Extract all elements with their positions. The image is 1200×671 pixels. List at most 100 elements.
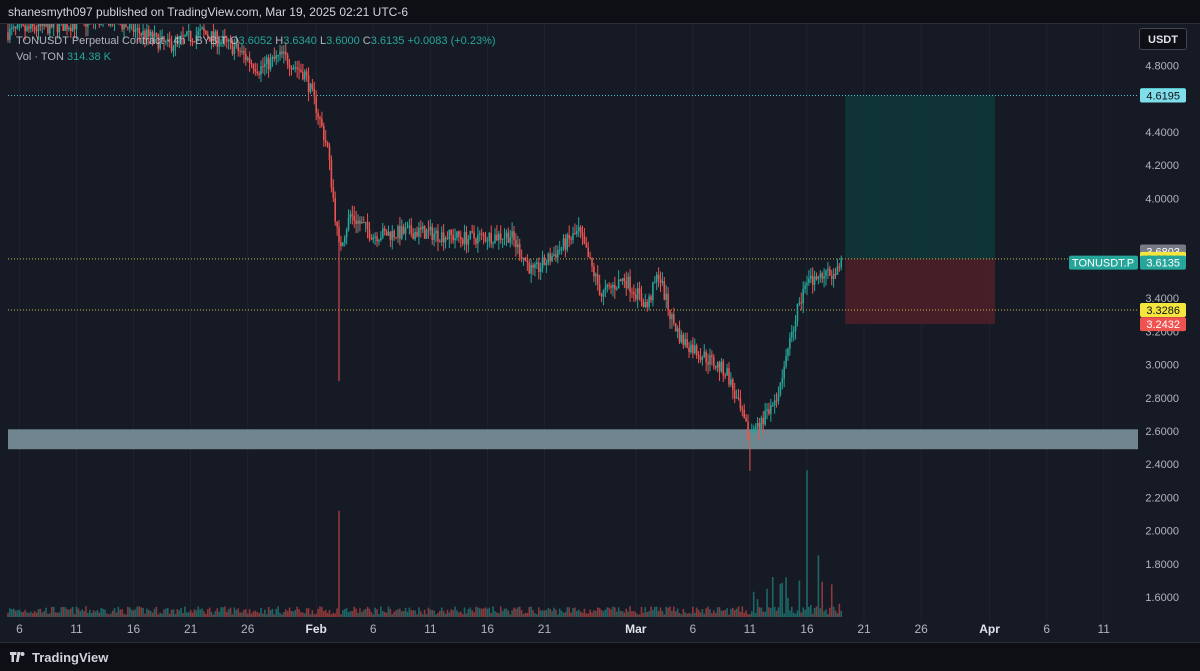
volume-bar [260, 608, 262, 618]
volume-bar [770, 607, 772, 618]
candle-body [349, 214, 352, 218]
candle-body [328, 146, 331, 161]
volume-bar [465, 613, 468, 618]
candle-body [781, 378, 784, 383]
candle-body [477, 234, 479, 244]
volume-bar [125, 614, 127, 618]
currency-button[interactable]: USDT [1139, 28, 1187, 50]
volume-bar [482, 608, 485, 618]
volume-bar [492, 606, 494, 618]
candle-body [186, 31, 188, 36]
candle-body [440, 232, 443, 243]
volume-bar [830, 584, 833, 618]
candle-body [547, 253, 550, 264]
volume-bar [625, 608, 628, 618]
volume-bar [593, 610, 595, 618]
candle-body [709, 355, 711, 365]
volume-bar [760, 607, 763, 618]
candle-body [334, 197, 337, 222]
candle-body [722, 361, 725, 376]
volume-bar [387, 606, 390, 618]
candle-body [408, 225, 411, 228]
x-tick-label: Mar [625, 622, 647, 636]
volume-bar [372, 614, 375, 618]
candle-body [332, 187, 335, 198]
candle-body [252, 63, 255, 70]
volume-bar [52, 606, 55, 618]
candle-body [703, 351, 706, 358]
candle-body [817, 276, 820, 280]
candle-body [71, 24, 74, 31]
volume-bar [414, 610, 416, 618]
volume-bar [825, 609, 827, 618]
volume-bar [243, 609, 245, 618]
support-zone[interactable] [8, 429, 1138, 450]
volume-bar [735, 608, 738, 618]
volume-bar [144, 613, 146, 618]
volume-bar [834, 610, 837, 618]
volume-bar [258, 612, 260, 618]
volume-bar [16, 610, 19, 618]
candle-body [336, 221, 338, 227]
volume-bar [106, 613, 108, 618]
candle-body [421, 226, 424, 230]
x-tick-label: 21 [857, 622, 871, 636]
volume-bar [109, 613, 112, 618]
volume-bar [292, 611, 295, 618]
volume-bar [166, 608, 169, 618]
candle-body [712, 356, 715, 367]
volume-bar [781, 582, 784, 618]
tradingview-logo-icon [10, 652, 25, 662]
volume-bar [621, 610, 624, 618]
candle-body [165, 40, 167, 42]
candle-body [37, 24, 40, 32]
candle-body [41, 24, 44, 27]
candle-body [711, 355, 713, 357]
candle-body [657, 274, 660, 280]
volume-bar [619, 610, 622, 618]
candle-body [614, 285, 616, 290]
candle-body [121, 24, 123, 30]
volume-bar [361, 612, 363, 618]
candle-body [707, 362, 709, 365]
volume-bar [83, 611, 85, 618]
volume-bar [669, 606, 671, 618]
candle-body [454, 238, 456, 241]
volume-bar [123, 613, 125, 618]
candle-body [399, 226, 401, 239]
candle-body [212, 31, 215, 40]
stop-zone[interactable] [845, 258, 996, 325]
volume-bar [262, 613, 264, 618]
volume-bar [273, 614, 276, 618]
volume-bar [423, 609, 426, 618]
volume-bar [819, 608, 822, 618]
volume-bar [100, 608, 103, 618]
volume-bar [178, 610, 181, 618]
candle-body [58, 24, 61, 33]
candle-body [465, 232, 468, 245]
candle-body [205, 31, 207, 35]
candle-body [56, 24, 59, 33]
chart-area[interactable]: 5.00004.80004.40004.20004.00003.40003.20… [0, 24, 1200, 642]
candle-body [127, 27, 129, 29]
volume-bar [391, 614, 394, 618]
target-zone[interactable] [845, 95, 996, 259]
candle-body [7, 32, 9, 40]
candle-body [267, 57, 270, 70]
volume-bar [108, 614, 110, 618]
candle-body [682, 334, 685, 345]
volume-bar [50, 606, 53, 618]
volume-bar [404, 607, 407, 618]
volume-bar [731, 607, 734, 618]
candle-body [73, 24, 76, 30]
price-chart[interactable]: 5.00004.80004.40004.20004.00003.40003.20… [0, 24, 1200, 642]
volume-bar [498, 613, 500, 618]
published-header: shanesmyth097 published on TradingView.c… [0, 0, 1200, 24]
candle-body [775, 400, 778, 402]
candle-body [397, 226, 399, 238]
volume-bar [633, 611, 635, 618]
candle-body [322, 126, 325, 140]
candle-body [144, 30, 146, 40]
volume-bar [220, 607, 222, 618]
volume-bar [551, 611, 553, 618]
